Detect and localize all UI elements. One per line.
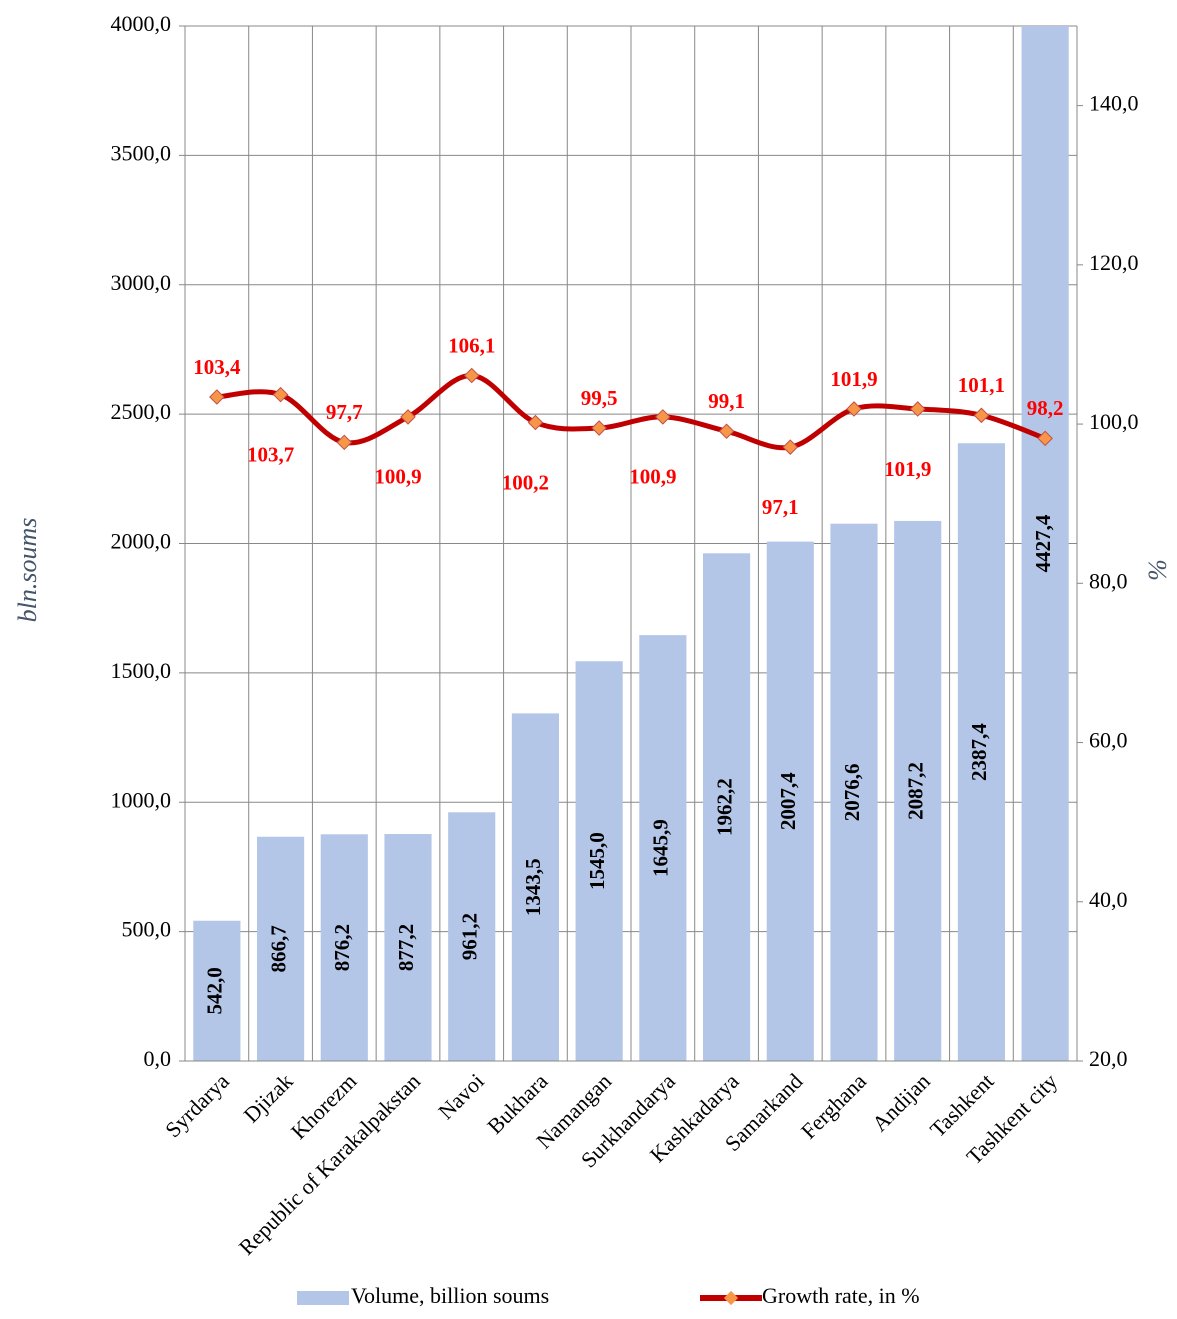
legend-label: Growth rate, in % [762,1283,920,1308]
y2-tick-label: 60,0 [1089,728,1128,753]
y-tick-label: 4000,0 [111,11,172,36]
bar-value-label: 542,0 [203,967,227,1014]
bar [957,443,1006,1061]
line-value-label: 101,9 [830,367,877,391]
y-tick-label: 2000,0 [111,529,172,554]
bar-value-label: 4427,4 [1031,514,1055,572]
bar [894,520,942,1061]
line-value-label: 100,9 [629,465,676,489]
x-tick-label: Navoi [433,1068,489,1124]
line-value-label: 103,7 [247,442,294,466]
line-marker [909,401,926,417]
line-value-label: 98,2 [1027,396,1064,420]
y-tick-label: 1500,0 [111,658,172,683]
y-tick-label: 1000,0 [111,787,172,812]
y-axis-title: bln.soums [13,518,42,623]
y2-axis-title: % [1143,559,1172,581]
bar [511,713,560,1061]
line-marker [463,367,480,384]
line-marker [973,407,990,424]
y-tick-label: 500,0 [122,917,172,942]
legend-swatch [297,1291,349,1305]
bar-value-label: 866,7 [266,925,290,972]
y2-tick-label: 20,0 [1089,1046,1128,1071]
plot [193,26,1069,1061]
bar [320,834,368,1061]
bar [448,812,496,1061]
legend-marker [723,1290,739,1306]
y-tick-label: 3000,0 [111,270,172,295]
line-value-label: 99,5 [581,386,618,410]
line-value-label: 99,1 [708,389,745,413]
y2-tick-label: 100,0 [1089,409,1139,434]
y-tick-label: 3500,0 [111,140,172,165]
bar [1021,26,1069,1061]
bar [256,836,305,1061]
bar-value-label: 1962,2 [712,778,736,836]
y-tick-label: 2500,0 [111,399,172,424]
line-marker [846,401,862,417]
line-value-label: 100,9 [374,465,421,489]
bar-value-label: 877,2 [394,924,418,971]
line-marker [782,439,799,455]
bar-value-label: 2007,4 [776,772,800,830]
bar [830,523,878,1061]
bar-value-label: 1343,5 [521,858,545,916]
bar [702,553,751,1061]
y2-tick-label: 140,0 [1089,91,1139,116]
x-tick-label: Ferghana [796,1068,871,1143]
bar [193,920,241,1061]
bar [384,834,432,1061]
line-value-label: 103,4 [193,355,241,379]
y2-tick-label: 120,0 [1089,250,1139,275]
line-marker [1037,430,1053,447]
line-marker [718,423,735,440]
line-value-label: 101,1 [958,373,1005,397]
line-marker [527,414,544,431]
x-tick-label: Djizak [239,1068,298,1127]
y-tick-label: 0,0 [144,1046,172,1071]
bar-value-label: 876,2 [330,924,354,971]
bar-value-label: 2387,4 [967,723,991,781]
bar [639,635,687,1061]
line-marker [400,409,416,425]
bar-value-label: 1545,0 [585,832,609,890]
x-tick-label: Andijan [867,1068,935,1136]
line-marker [272,386,289,403]
bar [766,541,814,1061]
line-value-label: 101,9 [884,457,931,481]
bar [575,661,623,1061]
bar-value-label: 961,2 [458,913,482,960]
bar-value-label: 2087,2 [904,762,928,820]
legend-label: Volume, billion soums [351,1283,549,1308]
line-value-label: 106,1 [448,333,495,357]
line-value-label: 97,1 [762,495,799,519]
y2-tick-label: 40,0 [1089,887,1128,912]
y2-tick-label: 80,0 [1089,568,1128,593]
line-marker [209,389,225,405]
x-tick-label: Syrdarya [160,1068,234,1142]
line-marker [655,409,671,425]
bar-value-label: 1645,9 [649,819,673,877]
line-marker [336,434,353,451]
bar-value-label: 2076,6 [840,763,864,821]
line-marker [591,420,607,436]
line-value-label: 97,7 [326,400,363,424]
line-value-label: 100,2 [502,470,549,494]
